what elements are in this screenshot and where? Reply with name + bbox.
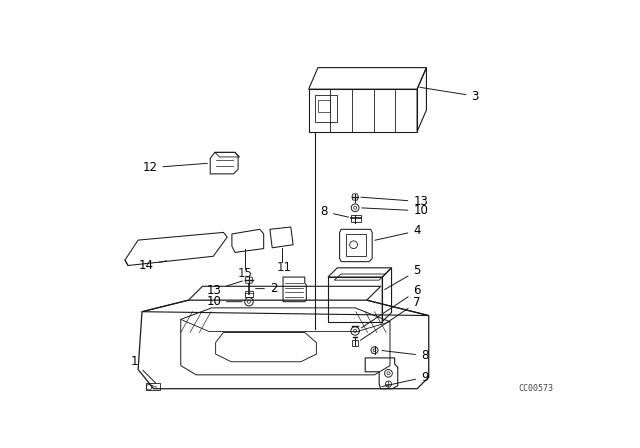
Text: CC00573: CC00573 (518, 384, 553, 393)
Text: 8: 8 (321, 205, 349, 218)
Text: 9: 9 (382, 370, 429, 387)
Text: 10: 10 (362, 204, 428, 217)
Text: 5: 5 (385, 264, 420, 289)
Text: 10: 10 (206, 295, 243, 308)
Text: 8: 8 (382, 349, 428, 362)
Text: 1: 1 (131, 355, 156, 383)
Text: 7: 7 (360, 296, 420, 340)
Text: 4: 4 (375, 224, 420, 240)
Text: 2: 2 (255, 282, 277, 295)
Text: 12: 12 (143, 161, 207, 174)
Text: 15: 15 (237, 267, 253, 280)
Text: 14: 14 (139, 259, 166, 272)
Text: 13: 13 (206, 281, 243, 297)
Text: 3: 3 (420, 87, 479, 103)
Text: 11: 11 (276, 261, 291, 274)
Text: 13: 13 (361, 195, 428, 208)
Text: 6: 6 (362, 284, 420, 328)
